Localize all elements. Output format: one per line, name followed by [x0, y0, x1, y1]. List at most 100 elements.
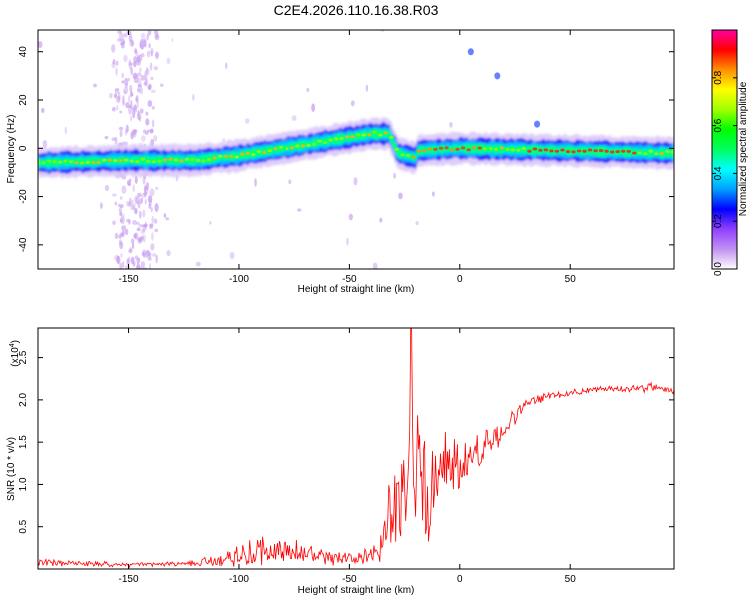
spectrogram-noise-speck	[146, 50, 151, 58]
snr-y-tick-label: 2.0	[18, 392, 29, 406]
spectrogram-noise-speck	[127, 77, 131, 82]
spectrogram-hotspot	[223, 154, 228, 158]
spectrogram-noise-speck	[118, 239, 123, 246]
spectrogram-noise-speck	[144, 198, 147, 205]
colorbar: 0.0 0.2 0.4 0.6 0.8 Normalized spectral ampl…	[711, 29, 749, 276]
spectrogram-noise-speck	[141, 251, 145, 257]
spectrogram-hotspot	[102, 158, 107, 162]
colorbar-frame	[711, 29, 738, 270]
spectrogram-noise-speck	[143, 223, 148, 228]
spectrogram-hotspot	[637, 151, 642, 155]
spectrogram-hotspot	[146, 159, 151, 163]
spectrogram-noise-speck	[153, 134, 158, 142]
spectrogram-noise-speck	[143, 192, 148, 196]
spectrogram-noise-speck	[112, 59, 116, 65]
spectrogram-noise-speck	[128, 246, 133, 254]
spectrogram-noise-speck	[129, 40, 135, 47]
spectrogram-noise-speck	[138, 223, 144, 228]
spectrogram-noise-speck	[140, 197, 143, 204]
spectrogram-noise-speck	[128, 219, 131, 225]
spectrogram-noise-speck	[144, 186, 149, 195]
spectrogram-hotspot	[91, 161, 96, 165]
spectrogram-noise-speck	[115, 60, 119, 66]
spectrogram-hotspot	[118, 159, 124, 163]
spectrogram-noise-speck	[119, 196, 123, 200]
spectrogram-noise-speck	[129, 197, 132, 205]
spectrogram-noise-speck	[136, 111, 141, 120]
spectrogram-hotspot	[593, 149, 598, 153]
spectrogram-noise-speck	[398, 192, 403, 200]
spectrogram-noise-speck	[139, 108, 144, 114]
spectrogram-hotspot	[643, 152, 648, 156]
colorbar-tick-label: 0.2	[713, 214, 724, 228]
spectrogram-hotspot	[344, 135, 350, 139]
spectrogram-hotspot	[604, 149, 609, 153]
spectrogram-y-tick-label: -40	[18, 237, 29, 252]
spectrogram-noise-speck	[140, 261, 146, 268]
spectrogram-noise-speck	[140, 45, 144, 50]
spectrogram-hotspot	[273, 147, 278, 151]
snr-panel: -150 -100 -50 0 50 0.5 1.0 1.5 2.0 2.5 Height of…	[6, 327, 675, 596]
snr-x-axis-label: Height of straight line (km)	[298, 585, 415, 596]
snr-y-ticks: 0.5 1.0 1.5 2.0 2.5	[18, 350, 674, 534]
spectrogram-noise-speck	[136, 72, 142, 77]
spectrogram-noise-speck	[153, 66, 159, 71]
spectrogram-noise-speck	[346, 237, 349, 246]
spectrogram-hotspot	[383, 131, 389, 135]
spectrogram-noise-speck	[145, 68, 150, 76]
colorbar-tick-label: 0.6	[713, 118, 724, 132]
spectrogram-noise-speck	[123, 90, 128, 95]
spectrogram-x-ticks: -150 -100 -50 0 50	[119, 30, 576, 285]
spectrogram-noise-speck	[112, 220, 116, 226]
spectrogram-hotspot	[206, 158, 212, 162]
spectrogram-hotspot	[367, 133, 372, 137]
spectrogram-noise-speck	[137, 238, 142, 244]
spectrogram-noise-speck	[137, 200, 141, 209]
spectrogram-hotspot	[96, 160, 101, 164]
snr-y-tick-label: 2.5	[18, 350, 29, 364]
spectrogram-y-axis-label: Frequency (Hz)	[6, 115, 17, 184]
spectrogram-hotspot	[560, 148, 565, 152]
spectrogram-noise-speck	[159, 83, 164, 87]
spectrogram-noise-speck	[144, 221, 147, 231]
spectrogram-noise-speck	[136, 88, 141, 92]
spectrogram-noise-speck	[116, 38, 122, 42]
spectrogram-hotspot	[543, 148, 549, 152]
spectrogram-hotspot	[300, 144, 306, 148]
spectrogram-hotspot	[240, 152, 245, 156]
spectrogram-hotspot	[85, 160, 90, 164]
spectrogram-hotspot	[68, 160, 74, 164]
spectrogram-noise-speck	[64, 126, 67, 135]
spectrogram-noise-speck	[151, 232, 154, 241]
spectrogram-noise-speck	[126, 258, 130, 265]
spectrogram-noise-speck	[114, 88, 120, 94]
spectrogram-hotspot	[587, 148, 593, 152]
spectrogram-noise-speck	[150, 76, 154, 81]
spectrogram-noise-speck	[121, 80, 125, 84]
spectrogram-noise-speck	[393, 172, 396, 179]
spectrogram-noise-speck	[122, 100, 125, 107]
spectrogram-noise-speck	[147, 256, 152, 261]
spectrogram-hotspot	[488, 147, 493, 151]
spectrogram-hotspot	[549, 149, 554, 153]
spectrogram-noise-speck	[128, 248, 133, 254]
spectrogram-noise-speck	[144, 39, 147, 48]
spectrogram-noise-speck	[415, 221, 419, 226]
spectrogram-noise-speck	[141, 135, 146, 142]
spectrogram-noise-speck	[117, 30, 123, 35]
spectrogram-image	[38, 30, 674, 269]
spectrogram-noise-speck	[144, 70, 148, 79]
snr-scale-close: )	[10, 340, 21, 343]
spectrogram-hotspot	[157, 159, 162, 163]
snr-x-tick-label: 50	[565, 574, 577, 585]
snr-y-tick-label: 1.0	[18, 477, 29, 491]
spectrogram-noise-speck	[118, 126, 124, 131]
spectrogram-hotspot	[471, 146, 477, 150]
snr-x-tick-label: 0	[457, 574, 463, 585]
spectrogram-hotspot	[333, 137, 339, 141]
spectrogram-noise-speck	[136, 192, 142, 198]
spectrogram-noise-speck	[155, 186, 159, 191]
spectrogram-noise-speck	[119, 262, 123, 269]
spectrogram-hotspot	[433, 147, 438, 151]
